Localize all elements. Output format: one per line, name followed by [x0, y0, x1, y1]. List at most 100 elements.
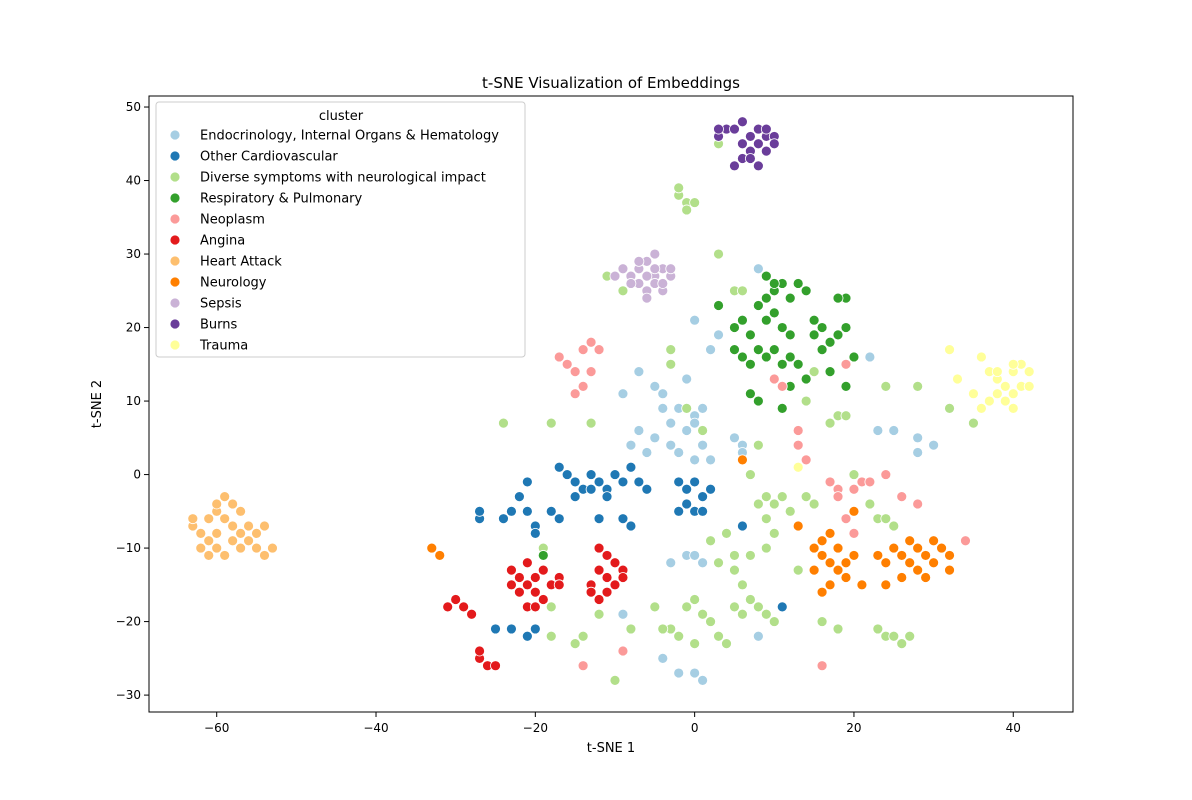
data-point [904, 630, 916, 642]
data-point [752, 630, 764, 642]
data-point [983, 395, 995, 407]
data-point [752, 300, 764, 311]
data-point [737, 116, 748, 128]
data-point [737, 351, 748, 363]
data-point [681, 403, 693, 414]
data-point [529, 572, 541, 583]
data-point [195, 527, 207, 539]
data-point [434, 550, 446, 561]
data-point [808, 542, 820, 554]
data-point [744, 358, 756, 370]
data-point [577, 660, 589, 672]
data-point [689, 417, 701, 429]
data-point [506, 505, 517, 517]
legend-item: Angina [169, 234, 245, 249]
data-point [585, 336, 597, 348]
data-point [705, 616, 716, 627]
data-point [880, 380, 892, 392]
data-point [840, 572, 852, 583]
data-point [816, 660, 828, 672]
data-point [649, 432, 661, 444]
legend-box [155, 101, 526, 358]
data-point [705, 344, 716, 356]
data-point [267, 542, 278, 554]
data-point [227, 535, 239, 547]
data-point [705, 535, 716, 547]
data-point [713, 248, 724, 260]
chart-title: t-SNE Visualization of Embeddings [482, 74, 740, 92]
data-point [537, 550, 549, 561]
data-point [737, 608, 748, 620]
data-point [768, 527, 780, 539]
data-point [641, 447, 653, 458]
data-point [633, 425, 645, 436]
data-point [760, 491, 772, 503]
data-point [975, 351, 987, 363]
data-point [928, 439, 940, 451]
data-point [609, 469, 621, 480]
data-point [832, 542, 844, 554]
data-point [498, 417, 509, 429]
x-tick-label: −20 [523, 721, 548, 735]
data-point [792, 461, 804, 473]
data-point [991, 388, 1003, 400]
data-point [872, 623, 884, 635]
data-point [840, 410, 852, 422]
legend-item: Respiratory & Pulmonary [169, 192, 363, 207]
data-point [752, 138, 764, 150]
data-point [729, 550, 740, 561]
data-point [912, 432, 924, 444]
data-point [968, 417, 979, 429]
data-point [195, 542, 207, 554]
data-point [848, 550, 860, 561]
data-point [681, 373, 693, 385]
data-point [593, 513, 605, 525]
data-point [203, 513, 215, 525]
data-point [697, 491, 709, 503]
data-point [776, 322, 788, 333]
data-point [800, 454, 812, 466]
data-point [426, 542, 438, 554]
x-tick-label: 20 [846, 721, 861, 735]
y-tick-label: −10 [116, 541, 141, 555]
data-point [832, 292, 844, 304]
data-point [713, 123, 724, 135]
x-axis-label: t-SNE 1 [587, 741, 635, 756]
data-point [553, 461, 565, 473]
data-point [689, 454, 701, 466]
data-point [665, 417, 677, 429]
data-point [609, 557, 621, 569]
data-point [713, 300, 724, 311]
data-point [617, 572, 629, 583]
data-point [824, 579, 836, 591]
data-point [593, 564, 605, 576]
data-point [251, 527, 262, 539]
data-point [944, 344, 955, 356]
data-point [577, 344, 589, 356]
data-point [816, 535, 828, 547]
data-point [840, 557, 852, 569]
data-point [729, 564, 740, 576]
data-point [569, 388, 581, 400]
data-point [689, 550, 701, 561]
data-point [513, 491, 525, 503]
data-point [760, 292, 772, 304]
data-point [1007, 358, 1019, 370]
data-point [657, 278, 669, 289]
series-1 [474, 461, 788, 642]
data-point [681, 601, 693, 613]
legend-marker [169, 171, 181, 183]
data-point [824, 527, 836, 539]
data-point [816, 616, 828, 627]
data-point [800, 491, 812, 503]
data-point [792, 425, 804, 436]
data-point [649, 263, 661, 275]
data-point [729, 432, 740, 444]
legend-title: cluster [319, 109, 364, 124]
data-point [609, 674, 621, 686]
data-point [784, 505, 796, 517]
data-point [729, 123, 740, 135]
legend-marker [169, 129, 181, 141]
data-point [816, 586, 828, 598]
